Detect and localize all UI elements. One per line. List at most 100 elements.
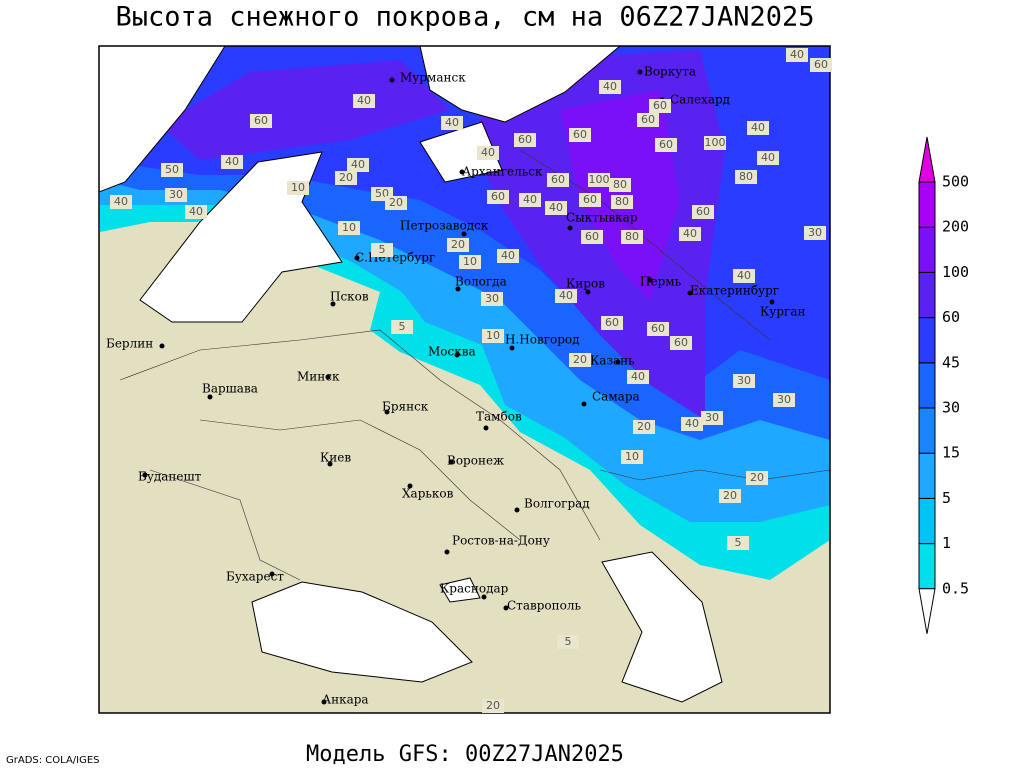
borders — [119, 149, 830, 581]
contour-label-box — [555, 289, 577, 303]
contour-label: 60 — [651, 322, 665, 335]
contour-label-box — [385, 196, 407, 210]
contour-label: 40 — [737, 269, 751, 282]
contour-label: 5 — [399, 320, 406, 333]
contour-label: 40 — [685, 417, 699, 430]
city-label: Петрозаводск — [400, 219, 489, 233]
legend-box — [918, 362, 936, 409]
city-dot — [514, 507, 520, 513]
city-dot — [454, 352, 460, 358]
legend-box — [918, 452, 936, 499]
contour-label: 60 — [518, 133, 532, 146]
contour-label: 40 — [445, 116, 459, 129]
cities: Мурманск Воркута Салехард Архангельск Петроз… — [106, 65, 805, 707]
city-dot — [444, 549, 450, 555]
contour-label: 10 — [342, 221, 356, 234]
water — [99, 46, 723, 703]
contour-label: 40 — [501, 249, 515, 262]
contour-label-box — [482, 699, 504, 713]
legend-label: 500 — [942, 173, 969, 191]
city-dot — [637, 69, 643, 75]
contour-label: 60 — [814, 58, 828, 71]
legend-box — [918, 226, 936, 273]
city-label: Екатеринбург — [690, 284, 779, 298]
contour-label-box — [185, 205, 207, 219]
contour-label-box — [719, 489, 741, 503]
contour-label-box — [609, 178, 631, 192]
contour-label: 20 — [750, 471, 764, 484]
legend-top — [918, 136, 936, 183]
legend-label: 60 — [942, 308, 960, 326]
city-label: Киев — [320, 451, 351, 465]
contour-label-box — [477, 146, 499, 160]
city-dot — [448, 459, 454, 465]
contour-label: 10 — [291, 181, 305, 194]
contour-label: 10 — [486, 329, 500, 342]
contour-label: 80 — [625, 230, 639, 243]
contour-label: 40 — [751, 121, 765, 134]
city-dot — [459, 169, 465, 175]
city-label: Минск — [297, 370, 340, 384]
contour-label: 60 — [491, 190, 505, 203]
contour-label: 80 — [615, 195, 629, 208]
contour-label: 60 — [653, 99, 667, 112]
contour-label-box — [679, 227, 701, 241]
legend-label: 30 — [942, 399, 960, 417]
city-label: Будапешт — [138, 470, 202, 484]
contour-label: 10 — [463, 255, 477, 268]
city-label: Воркута — [644, 65, 696, 79]
city-label: Волгоград — [524, 497, 590, 511]
contour-label: 5 — [379, 243, 386, 256]
contour-label: 60 — [583, 193, 597, 206]
contour-label: 100 — [705, 136, 726, 149]
contour-label-box — [569, 128, 591, 142]
contour-label: 30 — [737, 374, 751, 387]
contour-label-box — [335, 171, 357, 185]
city-dot — [483, 425, 489, 431]
contour-label-box — [701, 411, 723, 425]
contour-label: 60 — [605, 316, 619, 329]
title: Высота снежного покрова, см на 06Z27JAN2… — [116, 2, 815, 33]
contour-label: 20 — [451, 238, 465, 251]
legend-box — [918, 543, 936, 590]
contour-label: 40 — [523, 193, 537, 206]
city-dot — [581, 401, 587, 407]
contour-label: 40 — [790, 48, 804, 61]
city-label: Салехард — [670, 93, 730, 107]
contour-label-box — [637, 113, 659, 127]
contour-label: 30 — [169, 188, 183, 201]
city-dot — [647, 277, 653, 283]
contour-label: 30 — [808, 226, 822, 239]
city-label: Вологда — [455, 275, 507, 289]
contour-label-box — [250, 114, 272, 128]
contour-label-box — [670, 336, 692, 350]
city-dot — [407, 483, 413, 489]
city-dot — [615, 359, 621, 365]
city-label: Мурманск — [400, 71, 466, 85]
contour-label: 40 — [631, 370, 645, 383]
contour-label-box — [621, 230, 643, 244]
map-frame — [98, 45, 831, 714]
contour-label-box — [110, 195, 132, 209]
contour-label-box — [221, 155, 243, 169]
city-label: Псков — [330, 290, 369, 304]
contour-label-box — [681, 417, 703, 431]
city-label: Ставрополь — [507, 599, 581, 613]
contour-label-box — [287, 181, 309, 195]
contour-label-box — [655, 138, 677, 152]
contour-label: 60 — [659, 138, 673, 151]
contour-label: 40 — [114, 195, 128, 208]
contour-label-box — [581, 230, 603, 244]
contour-label-box — [371, 243, 393, 257]
contour-label: 60 — [573, 128, 587, 141]
contour-label: 10 — [625, 450, 639, 463]
city-dot — [481, 594, 487, 600]
contour-label-box — [338, 221, 360, 235]
city-label: Харьков — [402, 487, 454, 501]
city-label: Курган — [760, 305, 805, 319]
contour-label-box — [497, 249, 519, 263]
city-dot — [269, 571, 275, 577]
contour-label: 5 — [735, 536, 742, 549]
city-label: Самара — [592, 390, 640, 404]
